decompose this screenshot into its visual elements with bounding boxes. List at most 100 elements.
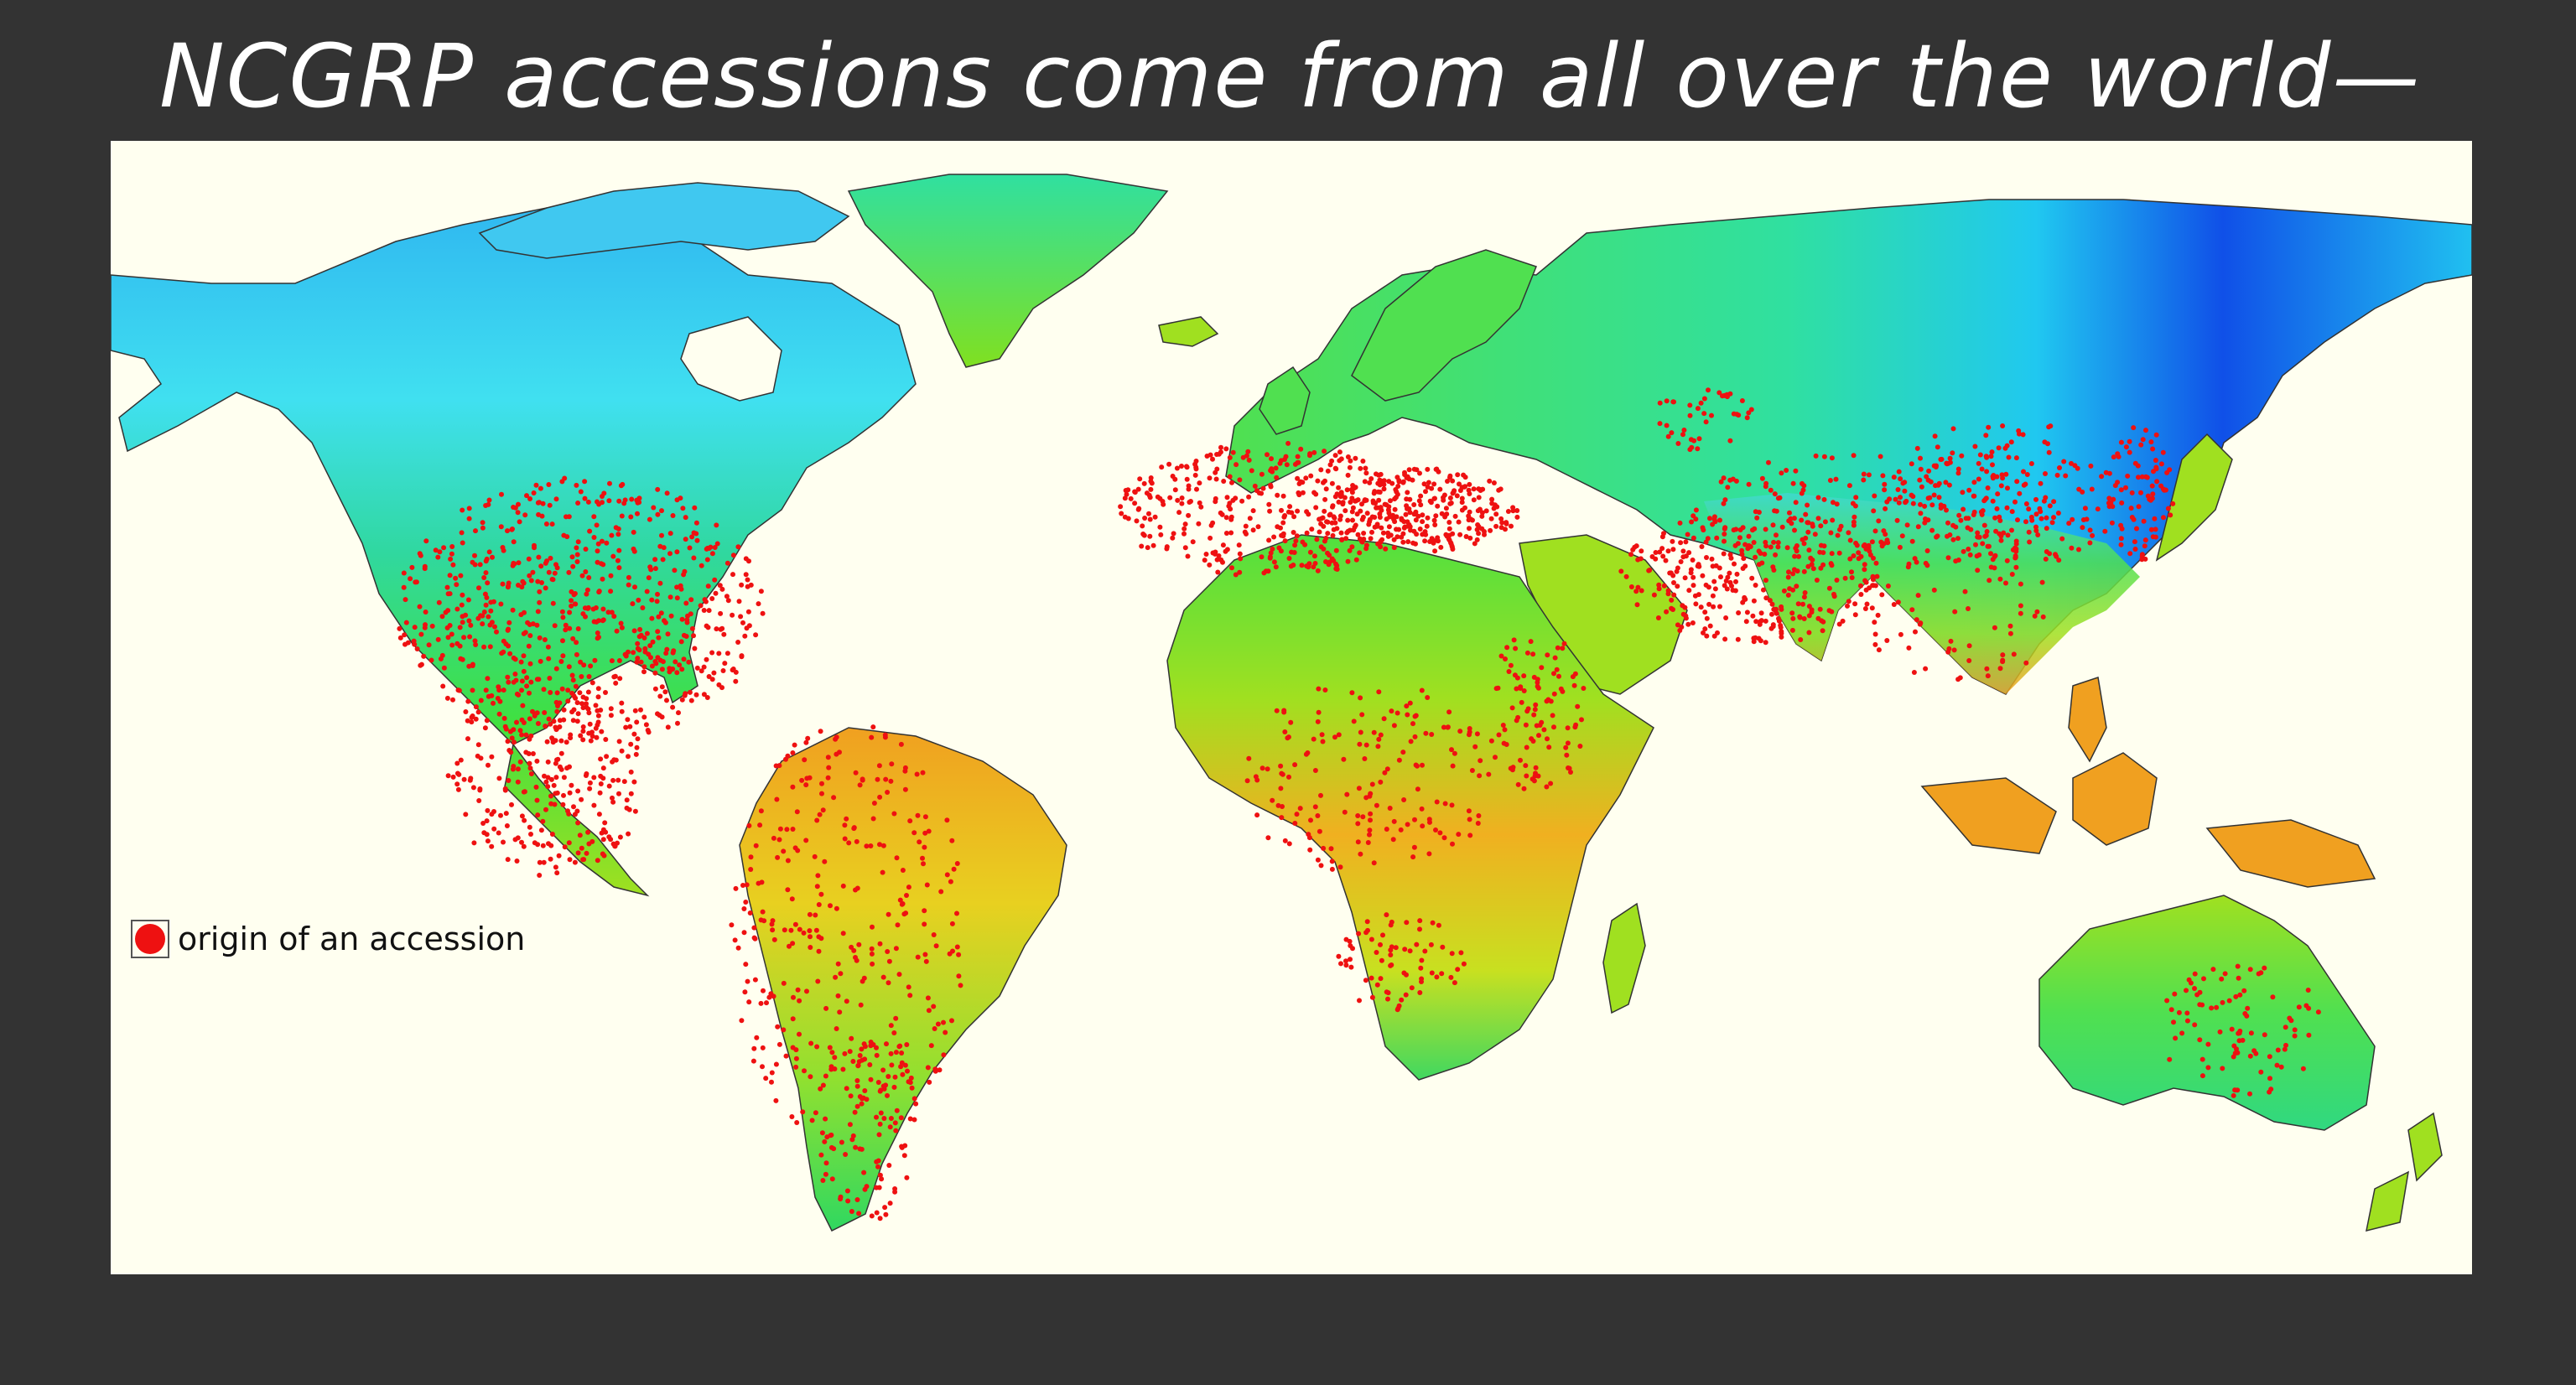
accession-dot <box>1748 407 1754 412</box>
accession-dot <box>1426 851 1432 857</box>
accession-dot <box>561 707 567 713</box>
accession-dot <box>922 921 927 927</box>
accession-dot <box>628 741 634 747</box>
accession-dot <box>900 868 906 873</box>
accession-dot <box>931 1004 937 1009</box>
accession-dot <box>1348 500 1353 505</box>
accession-dot <box>2172 991 2178 997</box>
accession-dot <box>1155 494 1161 500</box>
accession-dot <box>491 826 497 832</box>
accession-dot <box>785 858 791 864</box>
accession-dot <box>518 612 524 618</box>
accession-dot <box>1665 433 1671 439</box>
accession-dot <box>1286 556 1292 561</box>
accession-dot <box>1530 651 1536 657</box>
accession-dot <box>862 1044 868 1050</box>
accession-dot <box>1334 567 1340 572</box>
accession-dot <box>920 855 925 861</box>
accession-dot <box>909 1085 915 1091</box>
accession-dot <box>1147 516 1153 522</box>
accession-dot <box>834 734 839 740</box>
accession-dot <box>647 564 653 570</box>
accession-dot <box>1388 532 1394 538</box>
accession-dot <box>517 759 523 765</box>
accession-dot <box>1227 454 1233 460</box>
accession-dot <box>740 620 745 625</box>
accession-dot <box>1813 453 1819 459</box>
accession-dot <box>860 1057 865 1063</box>
accession-dot <box>1976 460 1981 466</box>
accession-dot <box>619 625 625 630</box>
accession-dot <box>578 489 584 495</box>
accession-dot <box>450 562 456 568</box>
japan <box>2155 433 2233 562</box>
accession-dot <box>1267 554 1273 560</box>
accession-dot <box>1722 636 1728 642</box>
accession-dot <box>1406 467 1412 473</box>
accession-dot <box>1457 481 1462 487</box>
accession-dot <box>1479 510 1485 516</box>
accession-dot <box>1769 601 1775 607</box>
accession-dot <box>1682 575 1688 581</box>
accession-dot <box>517 519 522 525</box>
accession-dot <box>458 757 464 763</box>
accession-dot <box>1158 532 1164 537</box>
accession-dot <box>1182 545 1188 551</box>
accession-dot <box>579 674 584 679</box>
accession-dot <box>1308 473 1314 479</box>
accession-dot <box>2132 539 2137 545</box>
accession-dot <box>721 631 727 637</box>
accession-dot <box>538 563 544 569</box>
accession-dot <box>664 698 669 703</box>
accession-dot <box>555 756 561 762</box>
accession-dot <box>760 909 766 915</box>
accession-dot <box>1266 537 1272 543</box>
accession-dot <box>746 999 752 1005</box>
accession-dot <box>533 784 539 790</box>
accession-dot <box>1649 554 1655 559</box>
accession-dot <box>1461 961 1467 967</box>
accession-dot <box>579 845 584 851</box>
accession-dot <box>925 1065 931 1071</box>
accession-dot <box>460 540 465 546</box>
accession-dot <box>560 615 566 620</box>
accession-dot <box>1459 495 1465 501</box>
accession-dot <box>1971 509 1977 515</box>
accession-dot <box>819 781 824 786</box>
accession-dot <box>413 579 418 585</box>
accession-dot <box>887 1201 893 1206</box>
accession-dot <box>871 801 877 806</box>
accession-dot <box>1790 571 1796 577</box>
accession-dot <box>1722 497 1728 503</box>
accession-dot <box>1270 546 1275 552</box>
accession-dot <box>1150 542 1156 548</box>
accession-dot <box>1858 592 1864 597</box>
accession-dot <box>1347 547 1353 553</box>
accession-dot <box>599 830 605 836</box>
accession-dot <box>1982 533 1988 539</box>
accession-dot <box>1993 528 1999 534</box>
accession-dot <box>1405 539 1411 545</box>
red-dot-icon <box>135 924 165 954</box>
accession-dot <box>2087 540 2093 546</box>
accession-dot <box>626 831 631 837</box>
accession-dot <box>860 776 865 782</box>
accession-dot <box>527 716 532 722</box>
accession-dot <box>670 704 676 710</box>
accession-dot <box>1369 781 1375 787</box>
accession-dot <box>826 765 832 770</box>
accession-dot <box>596 812 602 817</box>
accession-dot <box>572 591 578 596</box>
accession-dot <box>789 896 795 902</box>
accession-dot <box>616 498 622 504</box>
accession-dot <box>891 1084 897 1090</box>
accession-dot <box>1238 556 1244 562</box>
accession-dot <box>657 693 663 699</box>
accession-dot <box>418 662 423 668</box>
accession-dot <box>1657 549 1663 555</box>
accession-dot <box>553 775 559 781</box>
accession-dot <box>1375 744 1381 750</box>
accession-dot <box>823 1160 829 1166</box>
accession-dot <box>899 1060 905 1066</box>
accession-dot <box>818 936 824 941</box>
